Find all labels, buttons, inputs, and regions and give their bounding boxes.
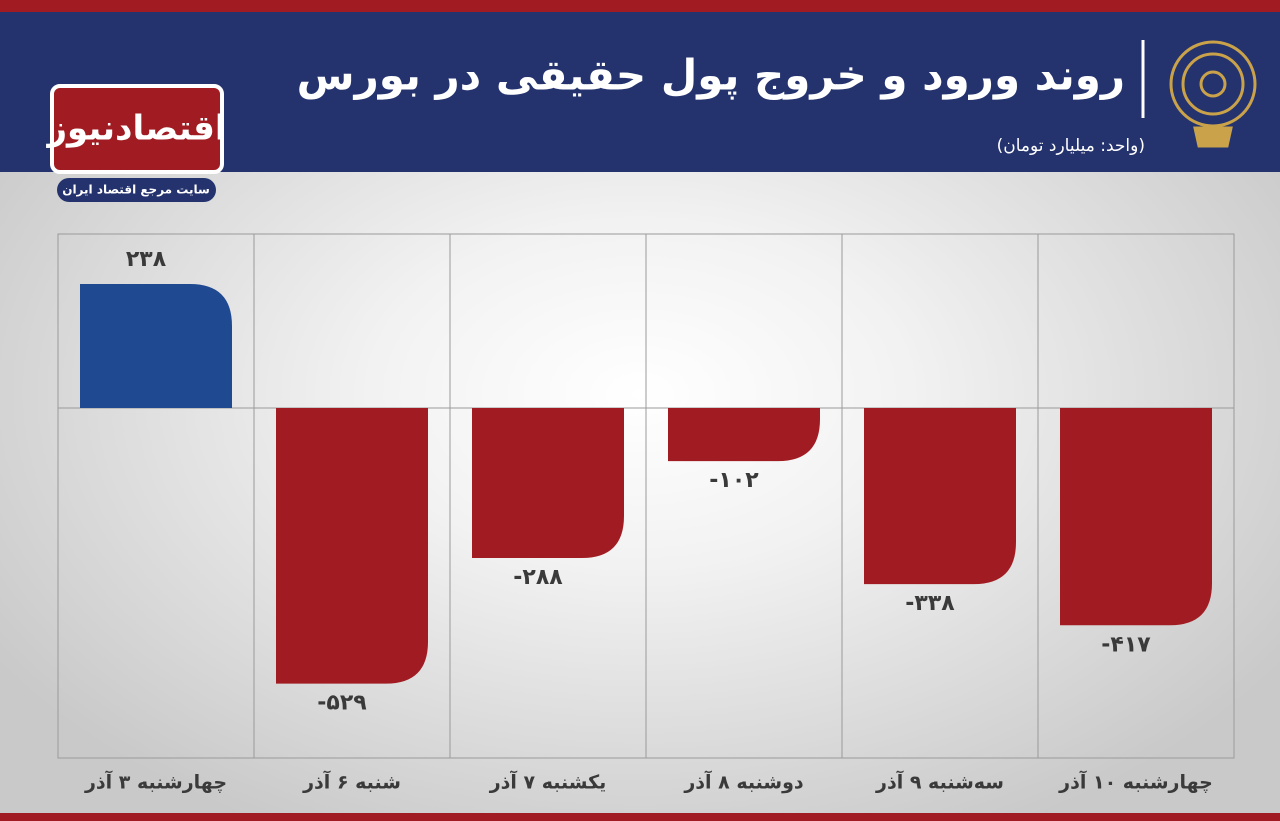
value-label: -۲۸۸	[513, 565, 563, 590]
bar	[276, 408, 428, 684]
emblem	[1169, 40, 1257, 148]
x-tick-label: چهارشنبه ۱۰ آذر	[1058, 770, 1213, 794]
bar	[668, 408, 820, 462]
value-label: -۵۲۹	[317, 691, 366, 716]
x-tick-label: یکشنبه ۷ آذر	[489, 770, 607, 794]
value-label: -۴۱۷	[1101, 632, 1151, 657]
logo-tagline: سایت مرجع اقتصاد ایران	[62, 183, 210, 197]
bar	[80, 284, 232, 408]
value-label: -۱۰۲	[709, 468, 759, 493]
x-tick-label: چهارشنبه ۳ آذر	[84, 770, 227, 794]
value-label: ۲۳۸	[126, 247, 167, 272]
value-label: -۳۳۸	[905, 591, 955, 616]
chart-subtitle: (واحد: میلیارد تومان)	[997, 136, 1145, 156]
logo-tag-box	[57, 178, 216, 202]
top-strip	[0, 0, 1280, 12]
x-tick-label: شنبه ۶ آذر	[302, 770, 401, 794]
logo-name: اقتصادنیوز	[45, 109, 226, 149]
bar	[864, 408, 1016, 585]
bar	[472, 408, 624, 559]
chart-title: روند ورود و خروج پول حقیقی در بورس	[297, 51, 1125, 101]
logo: اقتصادنیوز سایت مرجع اقتصاد ایران	[45, 84, 227, 202]
x-tick-label: دوشنبه ۸ آذر	[683, 770, 804, 794]
x-tick-label: سه‌شنبه ۹ آذر	[875, 770, 1004, 794]
bottom-strip	[0, 813, 1280, 821]
bar	[1060, 408, 1212, 626]
logo-box	[50, 84, 224, 174]
